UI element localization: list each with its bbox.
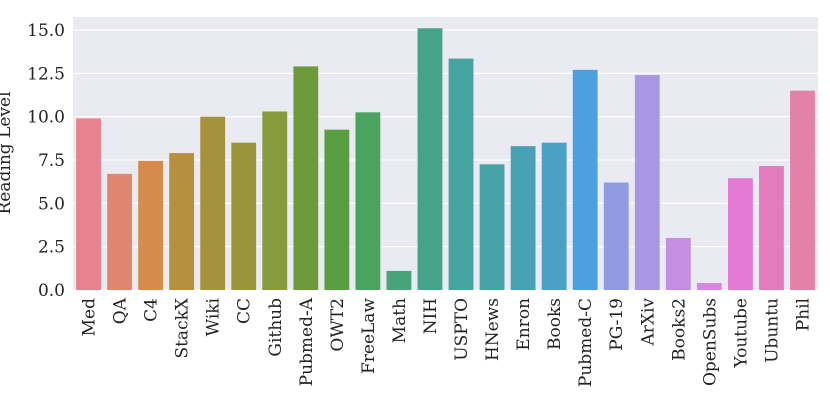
x-tick-label: NIH bbox=[421, 298, 441, 334]
x-tick-label: Med bbox=[80, 298, 100, 336]
x-tick-label: Books2 bbox=[669, 298, 689, 361]
bar-qa bbox=[107, 173, 132, 290]
x-tick-label: Pubmed-A bbox=[297, 297, 317, 386]
x-tick-label: C4 bbox=[142, 298, 162, 322]
y-axis-label: Reading Level bbox=[0, 91, 15, 214]
x-tick-label: StackX bbox=[173, 297, 193, 358]
x-tick-label: Math bbox=[390, 298, 410, 343]
bar-pg-19 bbox=[603, 182, 629, 290]
bar-phil bbox=[790, 90, 815, 291]
x-tick-label: PG-19 bbox=[607, 298, 627, 351]
x-tick-label: ArXiv bbox=[638, 298, 658, 347]
bar-pubmed-a bbox=[293, 66, 319, 291]
bar-books bbox=[541, 142, 567, 290]
x-tick-label: Github bbox=[266, 298, 286, 357]
x-tick-label: Ubuntu bbox=[762, 298, 782, 363]
bar-freelaw bbox=[355, 112, 381, 290]
x-tick-label: QA bbox=[111, 297, 131, 324]
x-axis-ticks: Med QA C4 StackX Wiki CC Github Pubmed-A OWT2 Fre… bbox=[80, 297, 814, 387]
bar-pubmed-c bbox=[572, 69, 598, 290]
bar-enron bbox=[510, 146, 536, 290]
bar-books2 bbox=[665, 238, 691, 290]
x-tick-label: Books bbox=[545, 298, 565, 350]
bar-opensubs bbox=[696, 283, 722, 290]
y-tick-label: 0.0 bbox=[38, 281, 65, 301]
x-tick-label: Youtube bbox=[731, 298, 751, 369]
bar-uspto bbox=[448, 58, 474, 290]
y-tick-label: 10.0 bbox=[27, 108, 65, 128]
x-tick-label: CC bbox=[235, 298, 255, 324]
x-tick-label: Phil bbox=[793, 298, 813, 331]
bar-nih bbox=[417, 28, 443, 291]
bar-ubuntu bbox=[759, 166, 784, 290]
bar-wiki bbox=[200, 116, 226, 291]
bars bbox=[76, 28, 815, 291]
x-tick-label: Enron bbox=[514, 298, 534, 351]
bar-math bbox=[386, 270, 412, 290]
bar-med bbox=[76, 118, 101, 291]
bar-owt2 bbox=[324, 129, 350, 290]
y-axis-ticks: 0.0 2.5 5.0 7.5 10.0 12.5 15.0 bbox=[27, 21, 65, 301]
bar-cc bbox=[231, 142, 257, 290]
bar-c4 bbox=[138, 160, 164, 290]
x-tick-label: OpenSubs bbox=[700, 298, 720, 386]
y-tick-label: 15.0 bbox=[27, 21, 65, 41]
plot-background bbox=[73, 17, 818, 290]
x-tick-label: FreeLaw bbox=[359, 298, 379, 374]
bar-hnews bbox=[479, 164, 505, 290]
x-tick-label: Wiki bbox=[204, 297, 224, 336]
bar-github bbox=[262, 111, 288, 290]
bar-youtube bbox=[727, 178, 753, 290]
x-tick-label: HNews bbox=[483, 298, 503, 361]
gridlines bbox=[73, 29, 818, 291]
x-tick-label: USPTO bbox=[452, 298, 472, 361]
y-tick-label: 7.5 bbox=[38, 151, 65, 171]
bar-stackx bbox=[169, 153, 195, 290]
x-tick-label: OWT2 bbox=[328, 298, 348, 352]
y-tick-label: 2.5 bbox=[38, 238, 65, 258]
x-tick-label: Pubmed-C bbox=[576, 298, 596, 387]
y-tick-label: 12.5 bbox=[27, 64, 65, 84]
y-tick-label: 5.0 bbox=[38, 194, 65, 214]
bar-arxiv bbox=[634, 75, 660, 290]
